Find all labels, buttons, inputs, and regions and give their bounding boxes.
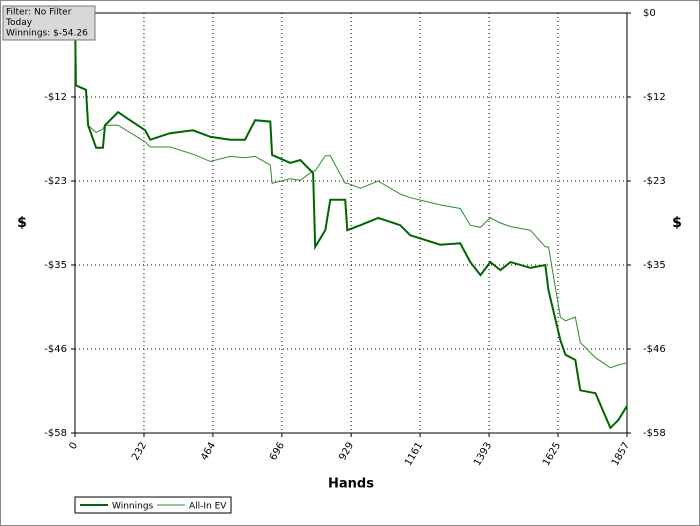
info-box-bg [2,5,96,41]
x-tick-label: 0 [67,441,80,452]
y2-tick-label: -$46 [643,344,666,355]
legend-box [74,496,232,514]
y-tick-label: -$58 [44,428,67,439]
series-line [74,12,628,430]
y-tick-label: -$46 [44,344,67,355]
info-line: Filter: No Filter [6,8,72,18]
y2-axis-label: $ [672,215,682,231]
info-line: Winnings: $-54.26 [6,29,88,39]
legend-label: Winnings [112,502,154,512]
plot-area [74,12,628,434]
y2-tick-label: -$35 [643,260,666,271]
y-tick-label: -$35 [44,260,67,271]
y2-tick-label: $0 [643,8,656,19]
series-line [74,12,628,369]
y2-tick-label: -$23 [643,176,666,187]
legend-label: All-In EV [189,502,227,512]
x-axis-label: Hands [328,477,374,492]
y2-tick-label: -$58 [643,428,666,439]
y2-tick-label: -$12 [643,92,666,103]
info-line: Today [5,18,33,28]
y-axis-label: $ [17,215,27,231]
y-tick-label: -$12 [44,92,67,103]
y-tick-label: -$23 [44,176,67,187]
